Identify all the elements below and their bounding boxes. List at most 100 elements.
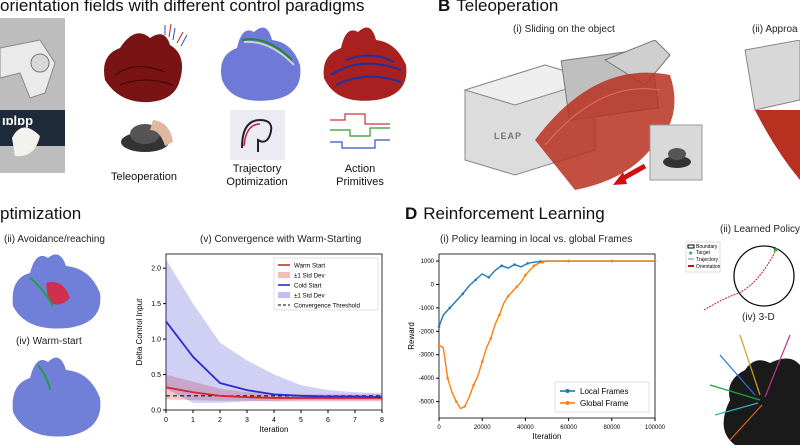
series-point-1 (489, 337, 493, 340)
policy-learning-chart: 0 20000 40000 60000 80000 100000 1000 0 -1000 -20… (407, 253, 666, 441)
legend-label: Global Frame (580, 399, 629, 408)
action-primitives-icon (330, 113, 390, 149)
chart-c-title: (v) Convergence with Warm-Starting (200, 234, 362, 245)
panel-b-sub-i: (i) Sliding on the object (513, 24, 615, 35)
teleoperation-label: Teleoperation (110, 171, 178, 183)
trajectory-icon (230, 110, 285, 160)
panel-c-sub-ii: (ii) Avoidance/reaching (4, 234, 105, 245)
x-tick-label: 40000 (517, 425, 534, 431)
series-line-0 (165, 386, 382, 399)
series-line-1 (438, 260, 655, 410)
legend-boundary: Boundary (696, 244, 718, 250)
series-point-0 (513, 263, 516, 266)
svg-text:★: ★ (772, 245, 779, 254)
robot-arm-illustration (0, 18, 65, 173)
avoidance-bunny (12, 254, 101, 329)
legend-label: Local Frames (580, 387, 628, 396)
lab-logo: ıɒlɒp (2, 113, 34, 128)
robot-photo: ıɒlɒp (0, 18, 65, 173)
series-point-0 (526, 262, 529, 265)
series-point-1 (541, 260, 544, 264)
trajectory-optimization-label: Trajectory Optimization (226, 163, 288, 188)
legend-label: Cold Start (294, 283, 322, 290)
legend-label: ±1 Std Dev (294, 293, 325, 300)
series-point-1 (498, 313, 501, 317)
y-tick-label: -2000 (419, 329, 435, 335)
legend-orientation: Orientation (696, 264, 721, 270)
x-tick-label: 20000 (474, 425, 491, 431)
series-point-1 (446, 376, 449, 380)
series-point-0 (437, 325, 441, 328)
striped-bunny-field (323, 27, 407, 101)
series-point-0 (500, 264, 503, 268)
leap-robot-label: LEAP (494, 131, 523, 141)
series-point-1 (454, 400, 458, 403)
learned-policy-plot: Boundary ★ Target Trajectory Orientation… (685, 241, 795, 311)
series-point-0 (461, 292, 465, 296)
legend-target: Target (696, 250, 711, 256)
y-tick-label: 1.5 (151, 301, 161, 308)
legend-trajectory: Trajectory (696, 257, 719, 263)
panel-b-sub-ii: (ii) Approa (752, 24, 798, 35)
panel-c-sub-iv: (iv) Warm-start (16, 336, 82, 347)
x-tick-label: 4 (272, 417, 276, 424)
x-axis-label: Iteration (533, 432, 562, 441)
x-tick-label: 100000 (645, 425, 666, 431)
leap-hand-scene (463, 40, 800, 190)
legend-box (273, 257, 379, 311)
red-bunny-field (104, 23, 188, 103)
y-tick-label: 1000 (421, 259, 435, 265)
series-point-1 (515, 285, 519, 289)
y-tick-label: -1000 (419, 306, 435, 312)
y-tick-label: 1.0 (151, 337, 161, 344)
y-tick-label: 2.0 (151, 266, 161, 273)
series-point-1 (480, 360, 484, 364)
legend-label: ±1 Std Dev (294, 273, 325, 280)
series-point-0 (487, 276, 490, 279)
x-tick-label: 0 (164, 417, 168, 424)
blue-bunny-field (221, 27, 301, 101)
y-tick-label: 0.5 (151, 372, 161, 379)
x-tick-label: 1 (191, 417, 195, 424)
x-tick-label: 6 (326, 417, 330, 424)
series-point-1 (567, 259, 570, 263)
svg-text:★: ★ (688, 250, 693, 257)
y-tick-label: -3000 (419, 353, 435, 359)
chart-d-title: (i) Policy learning in local vs. global … (440, 234, 633, 245)
x-axis-label: Iteration (260, 425, 289, 434)
series-point-0 (448, 306, 452, 310)
x-tick-label: 8 (380, 417, 384, 424)
x-tick-label: 2 (218, 417, 222, 424)
series-point-1 (472, 383, 475, 387)
y-tick-label: 0.0 (151, 408, 161, 415)
series-point-1 (532, 264, 536, 268)
panel-a-title: orientation fields with different contro… (0, 0, 365, 15)
x-tick-label: 60000 (560, 425, 577, 431)
y-tick-label: 0 (431, 282, 435, 288)
series-line-0 (438, 260, 655, 327)
series-point-0 (474, 278, 478, 282)
series-point-1 (610, 259, 614, 263)
legend-label: Warm Start (294, 263, 325, 270)
x-tick-label: 0 (437, 425, 441, 431)
bunny-3d-policy (709, 334, 800, 445)
convergence-chart: 0 1 2 3 4 5 6 7 8 0.0 0.5 1.0 1.5 2.0 Iteration Delta C… (135, 253, 384, 434)
series-point-1 (653, 259, 657, 263)
warm-start-bunny (12, 357, 101, 437)
series-point-1 (524, 273, 527, 277)
series-point-1 (437, 344, 441, 347)
panel-d-sub-iv: (iv) 3-D (742, 312, 775, 323)
series-line-1 (165, 320, 383, 399)
series-point-1 (506, 294, 510, 298)
panel-d-sub-ii: (ii) Learned Policy (720, 224, 800, 235)
panel-d-title: D Reinforcement Learning (405, 204, 605, 223)
spacemouse-icon (121, 120, 173, 152)
y-axis-label: Delta Control Input (135, 298, 144, 365)
x-tick-label: 5 (299, 417, 303, 424)
legend-swatch (278, 292, 290, 298)
legend-label: Convergence Threshold (294, 303, 360, 310)
x-tick-label: 3 (245, 417, 249, 424)
x-tick-label: 7 (353, 417, 357, 424)
series-point-1 (463, 404, 467, 408)
chart-d-frame (438, 253, 656, 419)
